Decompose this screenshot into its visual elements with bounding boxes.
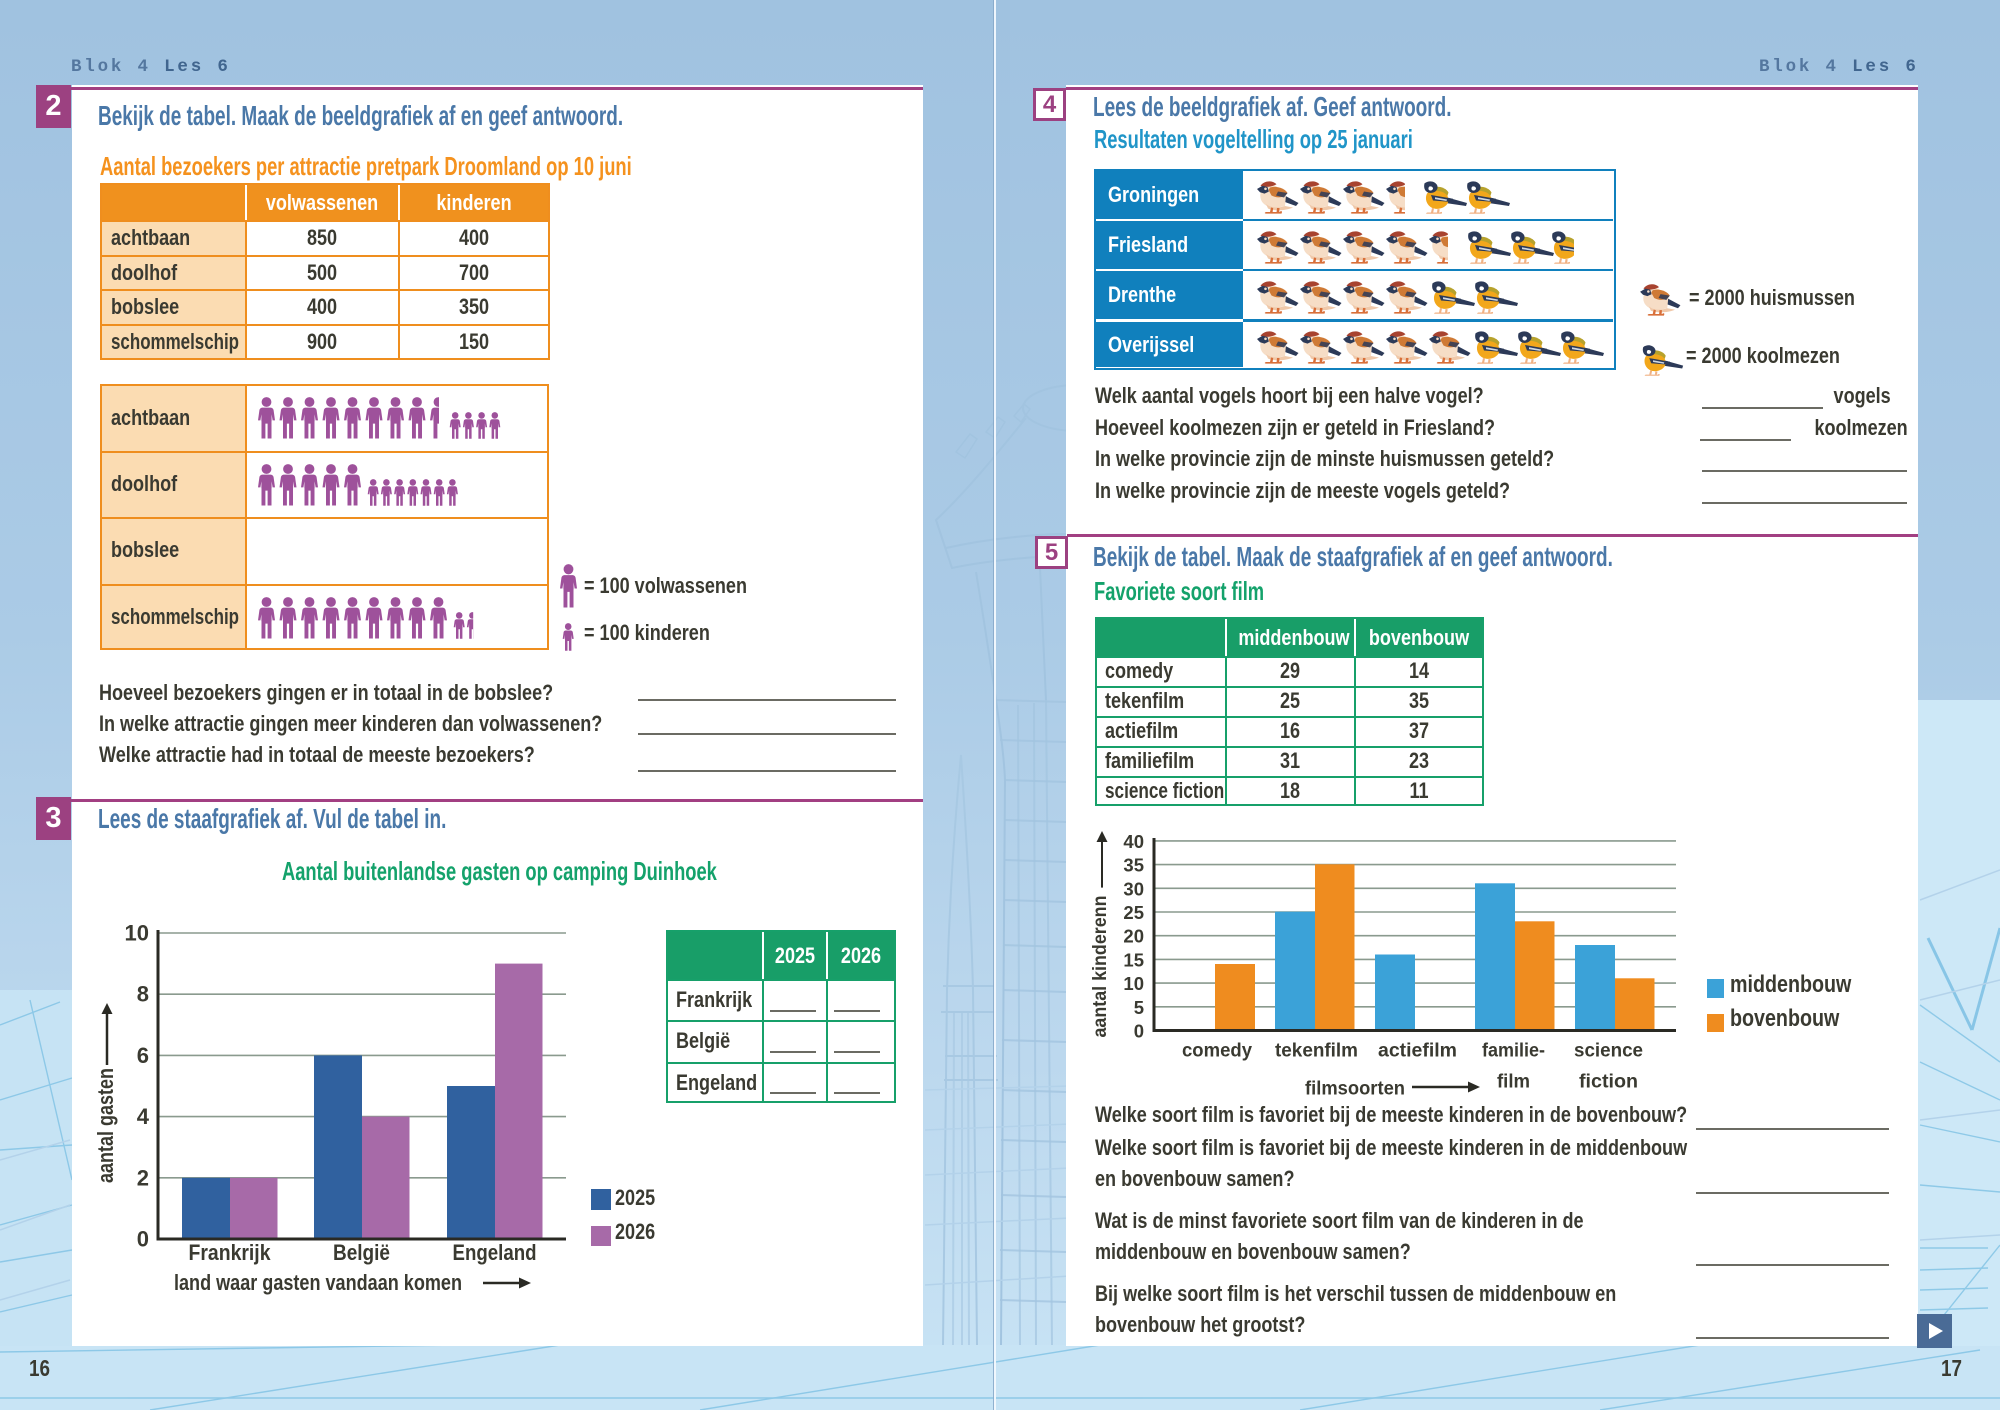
svg-text:filmsoorten: filmsoorten [1305,1078,1405,1099]
svg-text:actiefilm: actiefilm [1378,1041,1457,1062]
svg-text:familie-: familie- [1482,1041,1545,1062]
svg-text:Engeland: Engeland [453,1240,537,1265]
svg-text:6: 6 [137,1043,149,1068]
svg-text:tekenfilm: tekenfilm [1275,1041,1358,1062]
svg-text:België: België [333,1240,390,1265]
svg-text:Frankrijk: Frankrijk [189,1240,272,1265]
svg-text:0: 0 [137,1227,149,1252]
svg-text:comedy: comedy [1182,1041,1252,1062]
svg-text:15: 15 [1123,949,1144,970]
svg-text:4: 4 [137,1104,150,1129]
svg-text:2: 2 [137,1165,149,1190]
svg-text:40: 40 [1123,831,1144,852]
svg-text:science: science [1574,1041,1643,1062]
svg-text:30: 30 [1123,878,1144,899]
svg-text:0: 0 [1134,1021,1144,1042]
svg-text:25: 25 [1123,902,1144,923]
svg-text:5: 5 [1134,997,1144,1018]
svg-text:aantal gasten: aantal gasten [93,1068,118,1183]
svg-text:film: film [1497,1072,1530,1093]
svg-text:35: 35 [1123,855,1144,876]
svg-text:10: 10 [125,921,149,946]
svg-text:fiction: fiction [1579,1072,1638,1093]
svg-text:10: 10 [1123,973,1144,994]
svg-text:8: 8 [137,982,149,1007]
svg-text:aantal kinderenn: aantal kinderenn [1090,896,1111,1038]
svg-text:20: 20 [1123,926,1144,947]
svg-text:land waar gasten vandaan komen: land waar gasten vandaan komen [174,1270,462,1295]
